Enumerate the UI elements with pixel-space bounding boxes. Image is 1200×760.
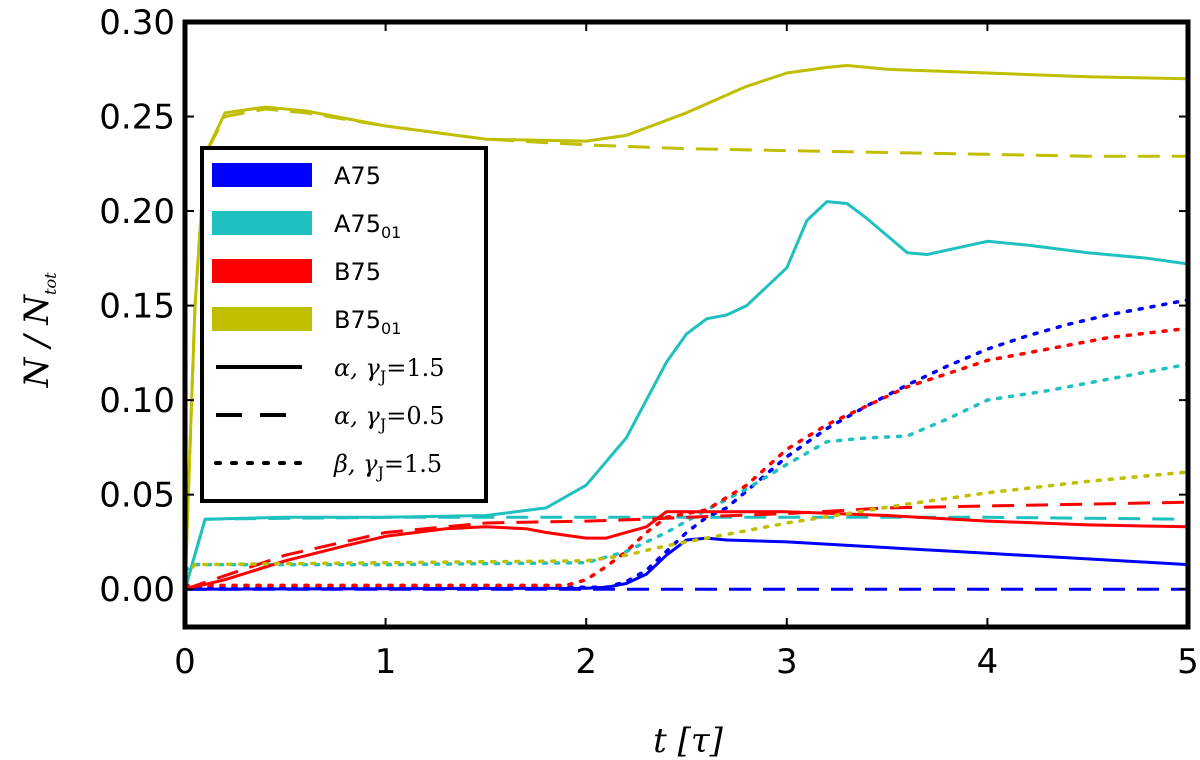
series-line-10 bbox=[183, 107, 1188, 590]
series-line-7 bbox=[184, 500, 1189, 591]
plot-frame bbox=[182, 19, 1191, 630]
legend-style-label-0: α, γJ=1.5 bbox=[334, 354, 445, 386]
legend-swatch-2 bbox=[212, 259, 312, 283]
legend-style-label-2: β, γJ=1.5 bbox=[333, 450, 442, 482]
series-line-3 bbox=[183, 200, 1189, 590]
y-tick-label: 0.15 bbox=[99, 287, 175, 327]
y-axis-label: N / Ntot bbox=[17, 272, 60, 389]
legend: A75 A7501 B75 B7501 α, γJ=1.5 α, γJ=0.5 β, γJ=… bbox=[200, 146, 488, 503]
series-line-2 bbox=[183, 298, 1190, 590]
x-tick-label: 3 bbox=[776, 642, 798, 682]
y-tick-label: 0.10 bbox=[99, 381, 175, 421]
series-line-4 bbox=[183, 515, 1189, 590]
legend-items: A75 A7501 B75 B7501 α, γJ=1.5 α, γJ=0.5 β, γJ=… bbox=[212, 162, 445, 482]
series-line-9 bbox=[183, 64, 1189, 590]
legend-style-label-1: α, γJ=0.5 bbox=[334, 402, 445, 434]
legend-swatch-1 bbox=[212, 211, 312, 235]
legend-label-1: A7501 bbox=[334, 210, 401, 242]
series-line-11 bbox=[183, 470, 1190, 578]
y-tick-label: 0.25 bbox=[99, 98, 175, 138]
x-tick-label: 0 bbox=[174, 642, 196, 682]
legend-label-2: B75 bbox=[334, 258, 381, 286]
x-axis-label: t [τ] bbox=[653, 721, 724, 760]
x-tick-label: 1 bbox=[375, 642, 397, 682]
ticks-layer: 0 1 2 3 4 5 0.00 0.05 0.10 0.15 0.20 0.25 0.30 bbox=[99, 3, 1199, 682]
y-tick-label: 0.00 bbox=[99, 570, 175, 610]
legend-label-0: A75 bbox=[334, 162, 381, 190]
y-tick-label: 0.20 bbox=[99, 192, 175, 232]
y-tick-label: 0.30 bbox=[99, 3, 175, 43]
y-tick-label: 0.05 bbox=[99, 476, 175, 516]
legend-label-3: B7501 bbox=[334, 306, 401, 338]
legend-swatch-3 bbox=[212, 307, 312, 331]
legend-swatch-0 bbox=[212, 163, 312, 187]
series-line-8 bbox=[183, 326, 1190, 588]
series-layer bbox=[183, 64, 1190, 591]
series-line-6 bbox=[184, 510, 1189, 591]
series-line-5 bbox=[183, 362, 1190, 573]
x-tick-label: 4 bbox=[977, 642, 999, 682]
x-tick-label: 5 bbox=[1177, 642, 1199, 682]
x-tick-label: 2 bbox=[575, 642, 597, 682]
